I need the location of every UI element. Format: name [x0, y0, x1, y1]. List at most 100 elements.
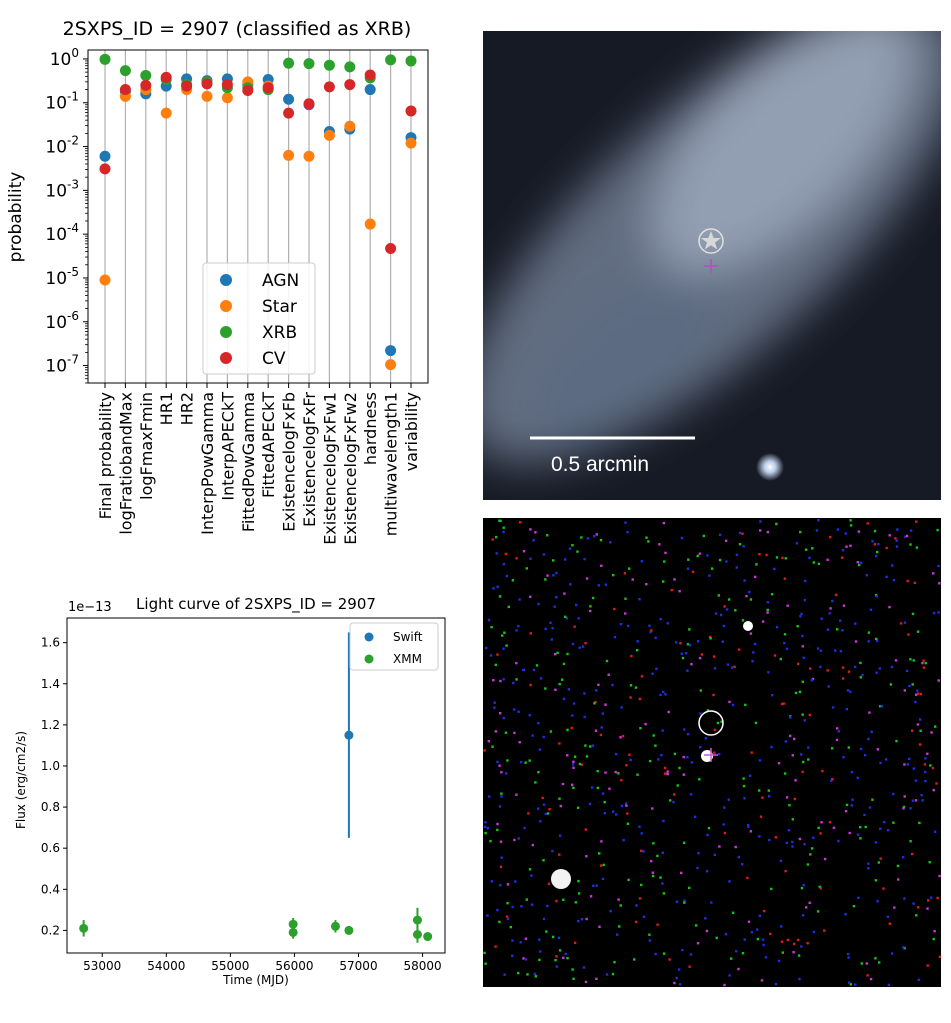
xray-photon: [908, 757, 911, 760]
xray-photon: [484, 962, 487, 965]
xray-photon: [876, 748, 879, 751]
xray-photon: [726, 663, 730, 666]
xray-photon: [830, 779, 833, 782]
xray-photon: [708, 635, 712, 639]
xray-photon: [639, 727, 642, 730]
xray-photon: [595, 689, 598, 692]
xray-photon: [727, 598, 731, 601]
xray-photon: [718, 752, 721, 756]
xray-photon: [554, 688, 557, 691]
xray-photon: [603, 801, 606, 804]
xray-photon: [534, 975, 537, 978]
xray-photon: [640, 560, 644, 563]
xray-photon: [544, 627, 547, 631]
xray-photon: [650, 629, 653, 632]
point-xmm: [79, 923, 89, 933]
xray-photon: [669, 799, 672, 802]
xray-photon: [517, 624, 520, 628]
xray-photon: [878, 667, 881, 670]
xray-photon: [811, 677, 815, 681]
xray-photon: [517, 837, 520, 840]
xray-photon: [714, 612, 718, 615]
xray-photon: [811, 547, 814, 550]
xray-photon: [709, 637, 712, 640]
xray-photon: [489, 839, 492, 843]
xray-photon: [771, 694, 774, 697]
xray-photon: [849, 524, 853, 527]
xray-photon: [574, 901, 577, 904]
xray-photon: [791, 845, 794, 848]
xray-photon: [747, 825, 750, 828]
xray-photon: [775, 556, 779, 559]
xray-photon: [754, 721, 758, 725]
xray-photon: [500, 792, 503, 795]
xray-photon: [599, 733, 603, 737]
xray-photon: [916, 692, 920, 695]
xray-photon: [929, 764, 932, 767]
xray-photon: [796, 625, 799, 628]
xray-photon: [871, 540, 874, 543]
xray-photon: [716, 721, 720, 725]
xray-photon: [624, 802, 628, 805]
xray-photon: [518, 521, 522, 524]
xray-photon: [625, 804, 628, 807]
xray-photon: [600, 726, 603, 729]
xray-photon: [850, 771, 854, 774]
xray-photon: [743, 797, 746, 800]
point-cv: [283, 107, 295, 119]
xray-photon: [630, 654, 633, 658]
xray-photon: [554, 959, 557, 962]
xray-photon: [544, 578, 547, 581]
xray-photon: [575, 603, 578, 607]
xray-photon: [529, 595, 532, 598]
xray-photon: [484, 831, 487, 835]
xray-photon: [519, 760, 523, 764]
xray-photon: [534, 531, 537, 534]
xray-photon: [785, 796, 789, 799]
point-star: [283, 149, 295, 161]
xray-photon: [604, 583, 608, 586]
xray-photon: [768, 838, 771, 842]
y-tick-label: 0.4: [41, 882, 60, 896]
xray-photon: [718, 558, 722, 562]
xray-photon: [807, 746, 810, 749]
xray-photon: [654, 952, 657, 956]
point-star: [99, 274, 111, 286]
xray-photon: [537, 807, 540, 810]
xray-photon: [614, 770, 617, 774]
xray-photon: [783, 772, 787, 775]
xray-photon: [658, 543, 661, 546]
xray-photon: [909, 807, 912, 810]
xray-photon: [564, 952, 567, 956]
xray-photon: [831, 778, 834, 781]
xray-photon: [915, 914, 918, 917]
xray-photon: [852, 905, 856, 908]
xray-photon: [851, 798, 854, 801]
xray-photon: [686, 756, 689, 759]
xray-photon: [713, 667, 717, 670]
xray-photon: [492, 679, 495, 682]
xray-photon: [766, 611, 769, 614]
xray-photon: [645, 536, 648, 539]
xray-photon: [572, 763, 575, 766]
xray-photon: [849, 519, 852, 522]
xray-photon: [640, 832, 643, 835]
xray-photon: [800, 612, 803, 616]
xray-photon: [829, 535, 832, 539]
xray-photon: [874, 957, 877, 960]
xray-photon: [683, 728, 686, 731]
xray-photon: [596, 786, 599, 790]
xray-photon: [907, 633, 910, 636]
xray-photon: [495, 552, 498, 555]
xray-photon: [922, 659, 925, 662]
xray-photon: [591, 744, 595, 747]
point-xmm: [344, 925, 354, 935]
probability-chart-panel: 2SXPS_ID = 2907 (classified as XRB) prob…: [0, 0, 470, 560]
xray-photon: [571, 783, 574, 786]
xray-photon: [828, 821, 832, 824]
xray-photon: [555, 899, 558, 903]
xray-photon: [819, 887, 822, 890]
xray-photon: [577, 892, 581, 895]
xray-photon: [915, 546, 919, 549]
xray-photon: [914, 799, 918, 802]
